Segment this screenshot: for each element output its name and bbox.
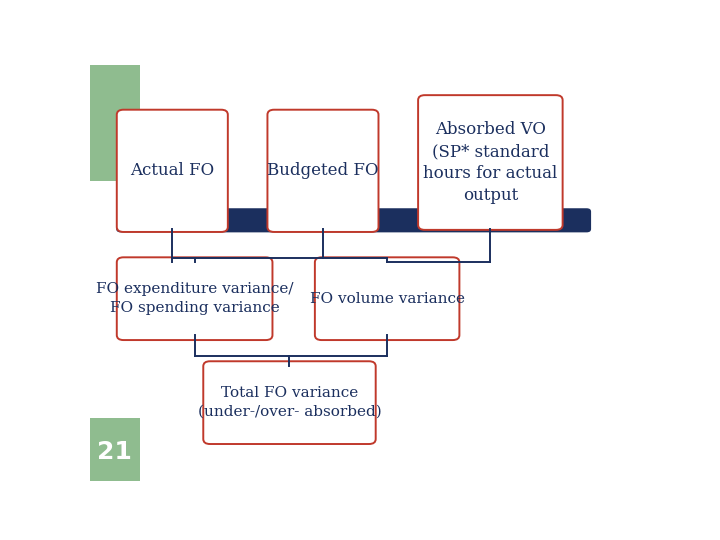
FancyBboxPatch shape xyxy=(116,208,591,232)
Text: FO volume variance: FO volume variance xyxy=(310,292,464,306)
FancyBboxPatch shape xyxy=(117,258,272,340)
FancyBboxPatch shape xyxy=(315,258,459,340)
FancyBboxPatch shape xyxy=(203,361,376,444)
FancyBboxPatch shape xyxy=(267,110,379,232)
FancyBboxPatch shape xyxy=(418,95,562,230)
Bar xyxy=(90,418,140,481)
Text: Absorbed VO
(SP* standard
hours for actual
output: Absorbed VO (SP* standard hours for actu… xyxy=(423,121,557,204)
Text: Actual FO: Actual FO xyxy=(130,163,215,179)
Text: Budgeted FO: Budgeted FO xyxy=(267,163,379,179)
Text: Total FO variance
(under-/over- absorbed): Total FO variance (under-/over- absorbed… xyxy=(197,387,382,419)
Text: 21: 21 xyxy=(97,440,132,464)
Text: FO expenditure variance/
FO spending variance: FO expenditure variance/ FO spending var… xyxy=(96,282,293,315)
Bar xyxy=(90,65,140,181)
FancyBboxPatch shape xyxy=(117,110,228,232)
